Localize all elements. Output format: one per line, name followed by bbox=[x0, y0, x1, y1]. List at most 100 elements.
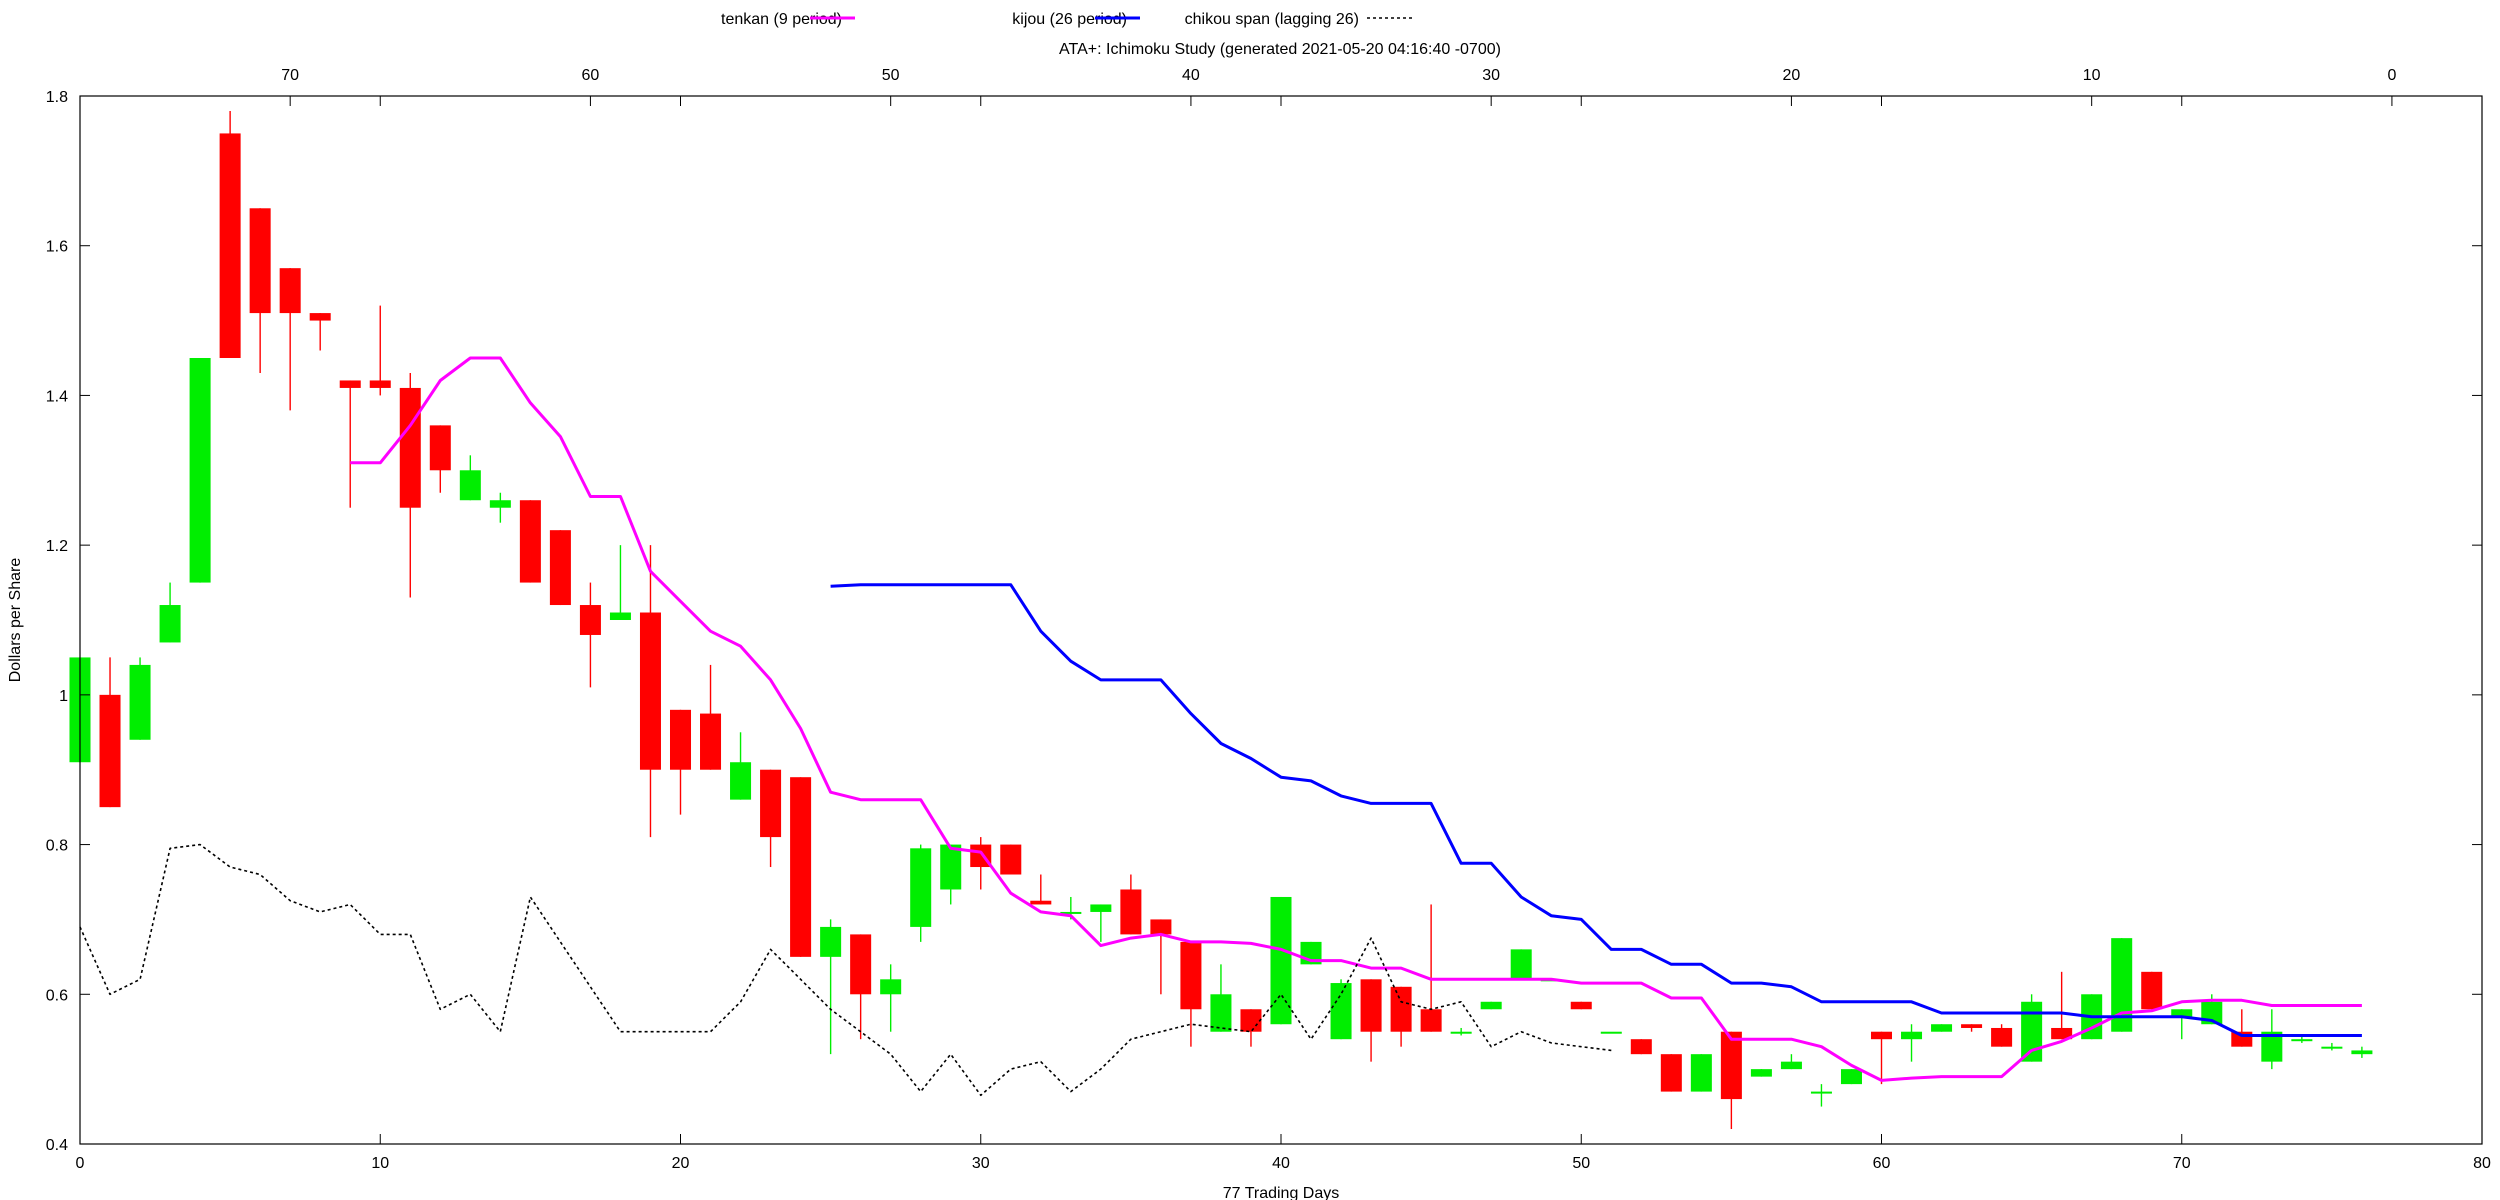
top-tick-label: 50 bbox=[882, 67, 900, 84]
x-tick-label: 70 bbox=[2173, 1155, 2191, 1172]
y-tick-label: 1.2 bbox=[46, 538, 68, 555]
candle-body bbox=[1000, 844, 1022, 875]
candle-body bbox=[2261, 1031, 2283, 1062]
candle bbox=[669, 709, 692, 815]
x-tick-label: 20 bbox=[672, 1155, 690, 1172]
x-axis-label: 77 Trading Days bbox=[1223, 1185, 1340, 1200]
candle bbox=[249, 208, 271, 373]
candle bbox=[1570, 1001, 1592, 1010]
x-tick-label: 10 bbox=[371, 1155, 389, 1172]
candle bbox=[159, 582, 181, 643]
legend: tenkan (9 period) kijou (26 period) chikou… bbox=[721, 11, 1412, 28]
candle-body bbox=[2111, 938, 2133, 1032]
candle bbox=[489, 492, 511, 523]
legend-label: chikou span (lagging 26) bbox=[1185, 11, 1359, 28]
candle-body bbox=[1690, 1054, 1712, 1092]
candle-body bbox=[1150, 919, 1172, 935]
y-tick-label: 1 bbox=[59, 688, 68, 705]
candle-body bbox=[609, 612, 631, 620]
candle bbox=[2171, 1009, 2193, 1040]
candle-body bbox=[1390, 986, 1412, 1032]
candle-body bbox=[339, 380, 361, 388]
candle-body bbox=[249, 208, 271, 314]
candle bbox=[279, 268, 301, 411]
candle bbox=[459, 455, 481, 501]
candle-body bbox=[1180, 941, 1202, 1010]
candle-body bbox=[1360, 979, 1382, 1032]
candle bbox=[429, 425, 451, 493]
candle bbox=[639, 545, 661, 838]
top-tick-label: 0 bbox=[2387, 67, 2396, 84]
series-line-tenkan bbox=[350, 356, 2362, 1082]
candle bbox=[1660, 1054, 1682, 1092]
candle bbox=[519, 500, 541, 583]
candle-body bbox=[2291, 1039, 2313, 1042]
candle bbox=[1390, 986, 1412, 1047]
candle-body bbox=[1660, 1054, 1682, 1092]
candle bbox=[129, 657, 151, 740]
candle-body bbox=[2351, 1050, 2373, 1055]
candle-body bbox=[1961, 1024, 1983, 1028]
candle-body bbox=[1780, 1061, 1802, 1070]
candle bbox=[1901, 1024, 1923, 1062]
candle-body bbox=[1060, 911, 1082, 914]
candle bbox=[399, 372, 421, 598]
candle bbox=[1510, 949, 1532, 980]
candle-body bbox=[1931, 1024, 1953, 1032]
candle bbox=[1870, 1031, 1893, 1085]
y-tick-label: 1.8 bbox=[46, 89, 68, 106]
candle-body bbox=[129, 664, 151, 740]
candle bbox=[1931, 1024, 1953, 1032]
candles-layer bbox=[69, 110, 2373, 1130]
series-line-kijou bbox=[830, 583, 2362, 1037]
top-tick-label: 20 bbox=[1783, 67, 1801, 84]
candle bbox=[760, 769, 782, 868]
candle-body bbox=[399, 387, 421, 508]
candle-body bbox=[2171, 1009, 2193, 1017]
candle bbox=[2321, 1042, 2343, 1051]
candle-body bbox=[1750, 1069, 1772, 1077]
candle-body bbox=[1120, 889, 1142, 935]
candle bbox=[1961, 1024, 1983, 1032]
candle-body bbox=[159, 605, 181, 643]
candle-body bbox=[1901, 1031, 1923, 1040]
y-tick-label: 0.4 bbox=[46, 1137, 68, 1154]
candle-body bbox=[669, 709, 692, 770]
candle bbox=[790, 777, 812, 957]
candle-body bbox=[1090, 904, 1112, 912]
candle bbox=[1450, 1027, 1472, 1036]
candle bbox=[1750, 1069, 1772, 1077]
candle bbox=[309, 313, 331, 351]
candle bbox=[910, 844, 932, 942]
candle bbox=[700, 664, 722, 770]
candle-body bbox=[1991, 1027, 2013, 1047]
candle-body bbox=[459, 470, 481, 501]
x-tick-label: 40 bbox=[1272, 1155, 1290, 1172]
candle-body bbox=[850, 934, 872, 995]
candle-body bbox=[1270, 896, 1292, 1025]
candle bbox=[1810, 1084, 1832, 1107]
candle bbox=[1270, 896, 1292, 1025]
x-tick-label: 50 bbox=[1572, 1155, 1590, 1172]
candle bbox=[2141, 971, 2163, 1010]
candle-body bbox=[910, 848, 932, 927]
candle bbox=[1630, 1039, 1652, 1055]
candle-body bbox=[1330, 983, 1352, 1040]
candle-body bbox=[489, 500, 511, 508]
candle bbox=[880, 964, 902, 1032]
candle-body bbox=[1810, 1091, 1832, 1094]
top-tick-label: 70 bbox=[281, 67, 299, 84]
candle bbox=[1000, 844, 1022, 875]
top-tick-label: 30 bbox=[1482, 67, 1500, 84]
candle bbox=[940, 844, 962, 905]
candle bbox=[730, 732, 752, 800]
candle bbox=[339, 380, 361, 508]
series-layer bbox=[79, 356, 2362, 1097]
candle-body bbox=[2141, 971, 2163, 1010]
candle bbox=[369, 305, 391, 396]
candle bbox=[2231, 1009, 2253, 1047]
candle bbox=[820, 919, 842, 1055]
candle-body bbox=[2321, 1046, 2343, 1049]
candle bbox=[189, 358, 211, 583]
candle-body bbox=[700, 713, 722, 770]
